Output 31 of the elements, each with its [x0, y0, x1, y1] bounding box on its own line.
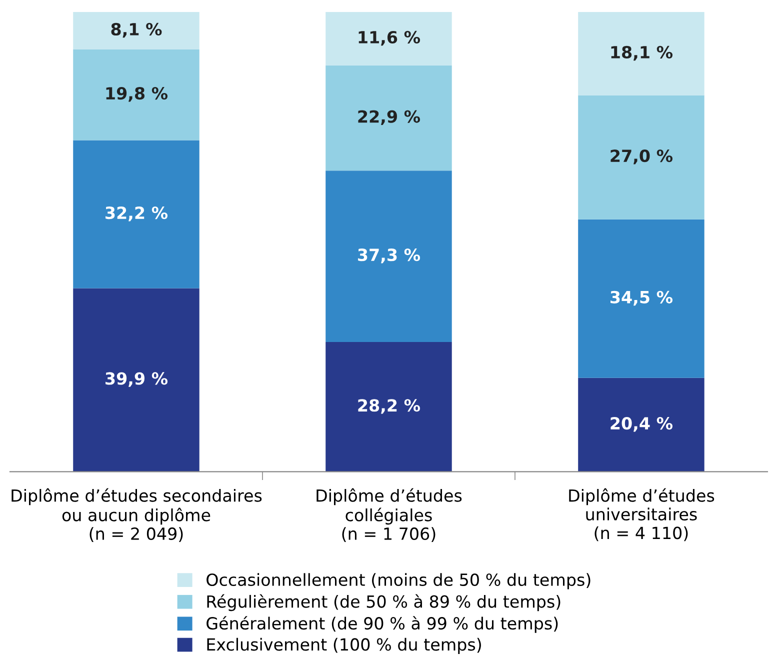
- bar: [73, 140, 200, 288]
- data-label: 34,5 %: [610, 290, 672, 306]
- data-label: 37,3 %: [358, 248, 420, 264]
- data-label: 32,2 %: [106, 206, 168, 222]
- bar: [578, 12, 704, 96]
- data-label: 39,9 %: [106, 372, 168, 387]
- x-tick-label: Diplôme d’études collégiales (n = 1 706): [316, 488, 462, 542]
- data-label: 11,6 %: [358, 30, 420, 46]
- data-label: 20,4 %: [610, 416, 672, 432]
- legend-label: Généralement (de 90 % à 99 % du temps): [206, 616, 558, 633]
- data-label: 19,8 %: [106, 87, 168, 102]
- data-label: 22,9 %: [358, 110, 420, 125]
- bar: [578, 95, 704, 220]
- x-tick-label: Diplôme d’études universitaires (n = 4 110): [569, 488, 714, 542]
- data-label: 8,1 %: [111, 22, 162, 38]
- bar: [578, 219, 704, 378]
- bar: [73, 49, 200, 140]
- bar: [326, 342, 452, 472]
- data-label: 28,2 %: [358, 399, 420, 414]
- bar: [326, 65, 452, 171]
- legend-label: Régulièrement (de 50 % à 89 % du temps): [207, 594, 560, 612]
- bar: [326, 12, 452, 66]
- legend-label: Exclusivement (100 % du temps): [207, 638, 481, 654]
- bar: [578, 378, 704, 472]
- bar: [73, 288, 200, 472]
- data-label: 27,0 %: [610, 150, 672, 164]
- bar: [326, 170, 452, 342]
- bar: [73, 12, 200, 50]
- data-label: 18,1 %: [611, 46, 672, 61]
- x-tick-label: Diplôme d’études secondaires ou aucun diplôme (n = 2 049): [12, 488, 262, 542]
- legend-label: Occasionnellement (moins de 50 % du temps): [206, 573, 590, 590]
